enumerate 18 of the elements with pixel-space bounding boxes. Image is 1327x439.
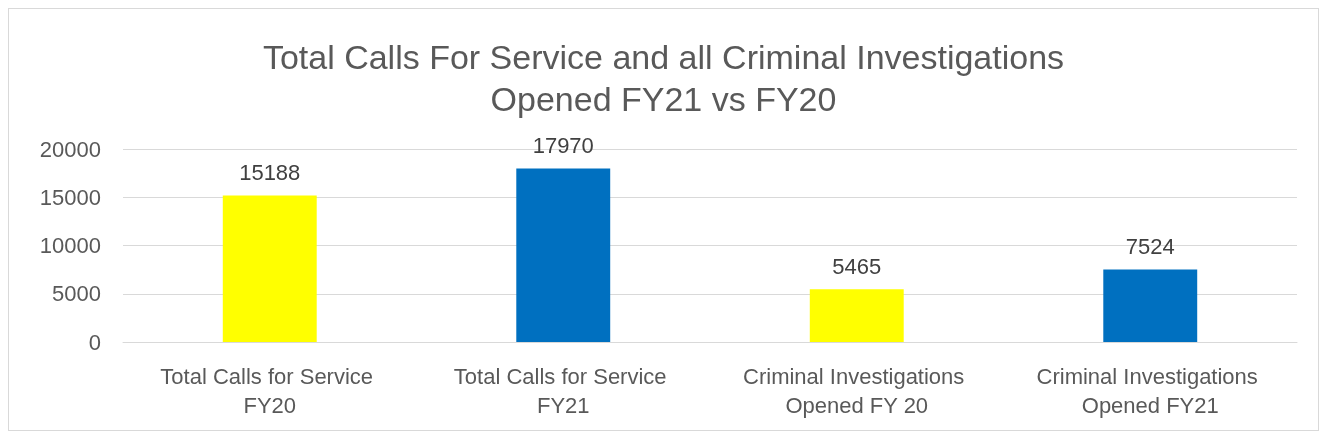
y-tick-label: 0 [88, 329, 101, 355]
data-label: 17970 [532, 133, 594, 159]
bar [516, 168, 611, 342]
bar [1103, 269, 1198, 342]
data-label: 15188 [239, 159, 301, 185]
x-tick-label: Criminal Investigations Opened FY21 [1036, 364, 1264, 418]
y-tick-label: 20000 [39, 136, 101, 162]
bar [222, 195, 317, 342]
y-tick-label: 10000 [39, 233, 101, 258]
bar [809, 289, 904, 342]
x-tick-label: Total Calls for Service FY20 [160, 364, 380, 418]
data-label: 7524 [1125, 233, 1175, 259]
data-label: 5465 [832, 253, 882, 279]
y-tick-label: 5000 [52, 281, 101, 307]
x-tick-label: Total Calls for Service FY21 [453, 364, 673, 418]
x-tick-label: Criminal Investigations Opened FY 20 [743, 364, 971, 418]
chart-title: Total Calls For Service and all Criminal Investigations Opened FY21 vs FY20 [262, 38, 1065, 118]
y-tick-label: 15000 [39, 184, 101, 210]
